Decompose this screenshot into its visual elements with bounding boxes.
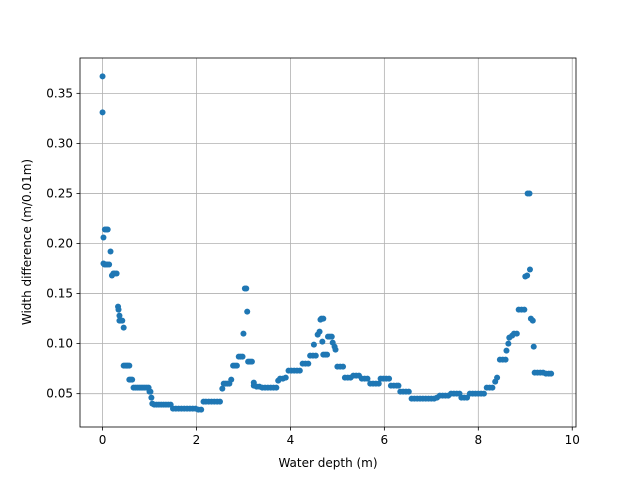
x-tick-label: 2 [193, 433, 201, 447]
data-point [529, 317, 536, 324]
x-tick-label: 10 [565, 433, 580, 447]
data-point [364, 375, 371, 382]
y-tick-label: 0.05 [46, 387, 73, 401]
data-points [99, 73, 555, 413]
data-point [296, 367, 303, 374]
x-tick-label: 0 [99, 433, 107, 447]
data-point [480, 390, 487, 397]
data-point [100, 234, 107, 241]
data-point [106, 261, 113, 268]
data-point [316, 328, 323, 335]
data-point [386, 375, 393, 382]
data-point [126, 362, 133, 369]
data-point [513, 330, 520, 337]
data-point [116, 312, 123, 319]
y-tick-label: 0.15 [46, 287, 73, 301]
data-point [312, 352, 319, 359]
data-point [99, 109, 106, 116]
data-point [99, 73, 106, 80]
x-tick-label: 6 [381, 433, 389, 447]
data-point [332, 346, 339, 353]
data-point [239, 353, 246, 360]
y-tick-label: 0.20 [46, 237, 73, 251]
data-point [248, 358, 255, 365]
data-point [119, 317, 126, 324]
data-point [113, 270, 120, 277]
data-point [216, 398, 223, 405]
data-point [319, 338, 326, 345]
x-tick-label: 4 [287, 433, 295, 447]
data-point [526, 190, 533, 197]
data-point [310, 341, 317, 348]
data-point [104, 226, 111, 233]
data-point [228, 376, 235, 383]
y-tick-label: 0.25 [46, 186, 73, 200]
data-point [324, 351, 331, 358]
data-point [305, 360, 312, 367]
data-point [548, 370, 555, 377]
data-point [502, 356, 509, 363]
data-point [489, 384, 496, 391]
data-point [115, 306, 122, 313]
data-point [148, 394, 155, 401]
data-point [494, 374, 501, 381]
data-point [243, 285, 250, 292]
data-point [395, 382, 402, 389]
y-axis-label: Width difference (m/0.01m) [20, 159, 34, 325]
data-point [340, 363, 347, 370]
data-point [328, 333, 335, 340]
data-point [233, 362, 240, 369]
data-point [273, 384, 280, 391]
y-axis: 0.05 0.10 0.15 0.20 0.25 0.30 0.35 [46, 86, 80, 401]
y-tick-label: 0.10 [46, 337, 73, 351]
data-point [530, 343, 537, 350]
grid [80, 58, 576, 427]
x-axis-label: Water depth (m) [278, 456, 377, 470]
data-point [198, 406, 205, 413]
data-point [526, 266, 533, 273]
data-point [219, 385, 226, 392]
x-tick-label: 8 [474, 433, 482, 447]
data-point [244, 308, 251, 315]
data-point [505, 340, 512, 347]
data-point [240, 330, 247, 337]
plot-frame [79, 57, 577, 428]
data-point [524, 272, 531, 279]
data-point [503, 347, 510, 354]
data-point [107, 248, 114, 255]
data-point [320, 315, 327, 322]
x-axis: 0 2 4 6 8 10 [99, 427, 580, 447]
data-point [120, 324, 127, 331]
data-point [521, 306, 528, 313]
data-point [405, 388, 412, 395]
data-point [282, 374, 289, 381]
y-tick-label: 0.35 [46, 86, 73, 100]
data-point [375, 380, 382, 387]
data-point [129, 376, 136, 383]
data-point [147, 388, 154, 395]
y-tick-label: 0.30 [46, 136, 73, 150]
